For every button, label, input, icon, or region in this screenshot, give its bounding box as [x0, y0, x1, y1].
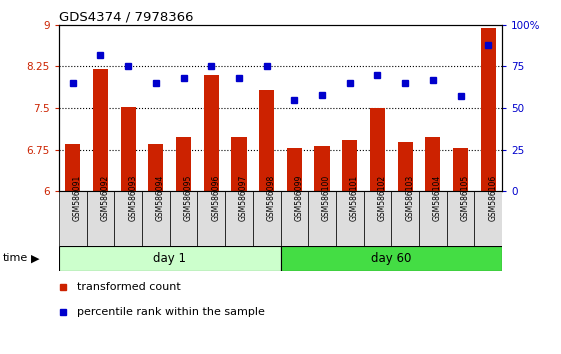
Bar: [280, 246, 502, 271]
Bar: [392, 191, 419, 246]
Text: ▶: ▶: [30, 253, 39, 263]
Bar: [453, 148, 468, 191]
Text: GSM586106: GSM586106: [488, 175, 497, 221]
Bar: [121, 107, 136, 191]
Text: GSM586102: GSM586102: [378, 175, 387, 221]
Text: GSM586104: GSM586104: [433, 175, 442, 221]
Text: GSM586098: GSM586098: [266, 175, 275, 221]
Bar: [169, 191, 197, 246]
Bar: [225, 191, 253, 246]
Text: day 60: day 60: [371, 252, 411, 265]
Bar: [176, 137, 191, 191]
Bar: [65, 144, 80, 191]
Bar: [447, 191, 475, 246]
Text: GSM586097: GSM586097: [239, 175, 248, 221]
Text: GSM586103: GSM586103: [405, 175, 414, 221]
Text: GSM586105: GSM586105: [461, 175, 470, 221]
Bar: [142, 191, 169, 246]
Bar: [197, 191, 225, 246]
Text: GSM586092: GSM586092: [100, 175, 109, 221]
Text: GSM586096: GSM586096: [211, 175, 220, 221]
Bar: [86, 191, 114, 246]
Bar: [280, 191, 308, 246]
Bar: [59, 246, 280, 271]
Bar: [398, 142, 413, 191]
Bar: [481, 28, 496, 191]
Bar: [308, 191, 336, 246]
Text: GSM586093: GSM586093: [128, 175, 137, 221]
Bar: [419, 191, 447, 246]
Text: time: time: [3, 253, 28, 263]
Bar: [287, 148, 302, 191]
Text: day 1: day 1: [153, 252, 186, 265]
Text: GSM586095: GSM586095: [183, 175, 192, 221]
Bar: [231, 137, 247, 191]
Bar: [259, 90, 274, 191]
Bar: [364, 191, 392, 246]
Bar: [148, 144, 163, 191]
Text: GSM586100: GSM586100: [322, 175, 331, 221]
Text: percentile rank within the sample: percentile rank within the sample: [77, 307, 264, 316]
Text: GSM586094: GSM586094: [156, 175, 165, 221]
Text: GDS4374 / 7978366: GDS4374 / 7978366: [59, 11, 194, 24]
Bar: [93, 69, 108, 191]
Text: GSM586091: GSM586091: [73, 175, 82, 221]
Bar: [253, 191, 280, 246]
Bar: [114, 191, 142, 246]
Text: transformed count: transformed count: [77, 282, 181, 292]
Bar: [59, 191, 86, 246]
Bar: [475, 191, 502, 246]
Bar: [370, 108, 385, 191]
Bar: [425, 137, 440, 191]
Text: GSM586101: GSM586101: [350, 175, 358, 221]
Bar: [336, 191, 364, 246]
Text: GSM586099: GSM586099: [295, 175, 304, 221]
Bar: [314, 146, 330, 191]
Bar: [342, 139, 357, 191]
Bar: [204, 75, 219, 191]
